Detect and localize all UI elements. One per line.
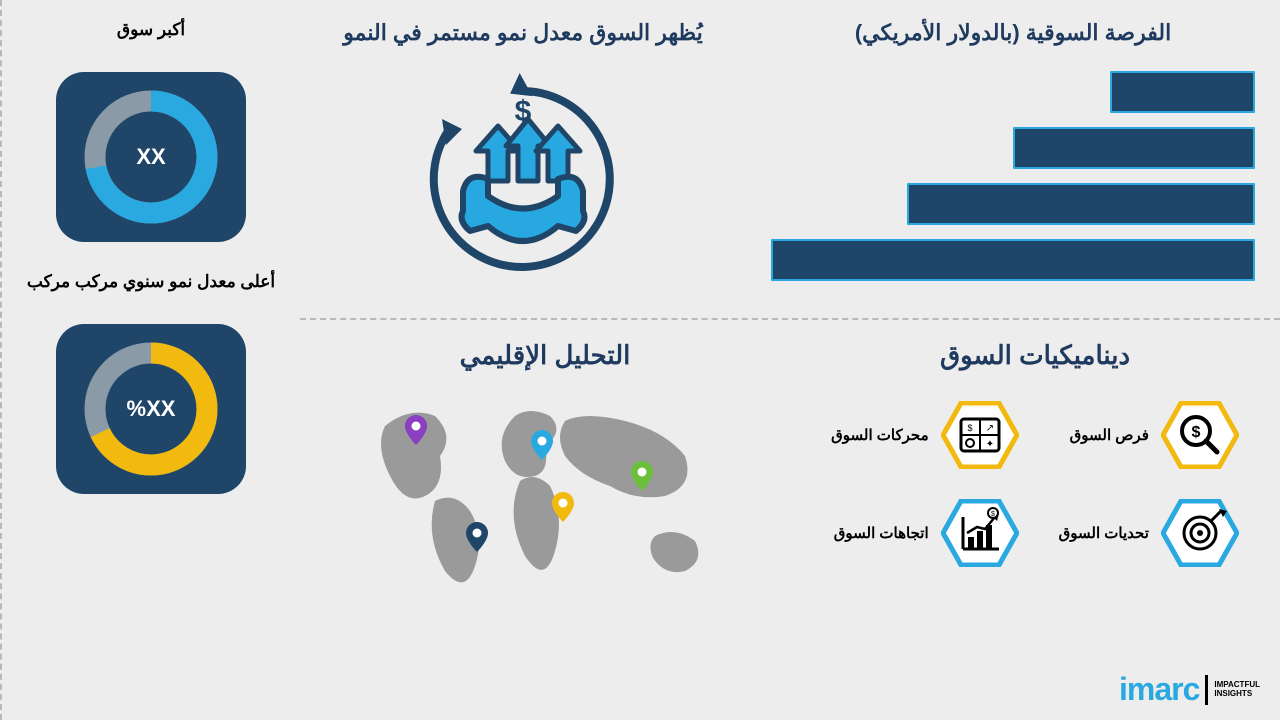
map-pin-icon: [466, 522, 488, 552]
largest-market-title: أكبر سوق: [117, 20, 185, 40]
dynamics-challenges-label: تحديات السوق: [1059, 524, 1149, 542]
dynamics-panel: ديناميكيات السوق $ فرص السوق: [790, 320, 1280, 720]
map-pin-icon: [631, 461, 653, 491]
dynamics-drivers-label: محركات السوق: [831, 426, 929, 444]
svg-text:$: $: [967, 423, 972, 433]
largest-market-tile: XX: [56, 72, 246, 242]
svg-text:↗: ↗: [985, 423, 993, 434]
map-pin-icon: [405, 415, 427, 445]
dynamics-drivers: $ ↗ ✦ محركات السوق: [831, 401, 1019, 469]
bar-segment: [1110, 71, 1255, 113]
dynamics-trends-label: اتجاهات السوق: [834, 524, 929, 542]
growth-icon: $: [408, 71, 638, 286]
regional-title: التحليل الإقليمي: [460, 340, 631, 371]
opportunity-bar-chart: [771, 61, 1255, 281]
dynamics-opportunities: $ فرص السوق: [1059, 401, 1239, 469]
dynamics-trends: $ اتجاهات السوق: [831, 499, 1019, 567]
dynamics-title: ديناميكيات السوق: [940, 340, 1130, 371]
logo-text: imarc: [1119, 671, 1199, 708]
logo-tagline: IMPACTFUL INSIGHTS: [1214, 681, 1260, 699]
bar-segment: [1013, 127, 1255, 169]
map-pin-icon: [531, 430, 553, 460]
magnifier-dollar-icon: $: [1161, 401, 1239, 469]
dynamics-challenges: تحديات السوق: [1059, 499, 1239, 567]
dynamics-opportunities-label: فرص السوق: [1070, 426, 1149, 444]
highest-cagr-value: XX%: [127, 396, 176, 422]
dashboard-icon: $ ↗ ✦: [941, 401, 1019, 469]
donut-chart-1: XX: [81, 87, 221, 227]
highest-cagr-tile: XX%: [56, 324, 246, 494]
donut-chart-2: XX%: [81, 339, 221, 479]
opportunity-panel: الفرصة السوقية (بالدولار الأمريكي): [746, 0, 1280, 318]
target-icon: [1161, 499, 1239, 567]
top-row: الفرصة السوقية (بالدولار الأمريكي) يُظهر…: [300, 0, 1280, 320]
world-map: [365, 386, 725, 606]
page-root: الفرصة السوقية (بالدولار الأمريكي) يُظهر…: [0, 0, 1280, 720]
dynamics-grid: $ فرص السوق: [831, 401, 1239, 567]
map-pin-icon: [552, 492, 574, 522]
trend-chart-icon: $: [941, 499, 1019, 567]
logo-divider: [1205, 675, 1208, 705]
highest-cagr-title: أعلى معدل نمو سنوي مركب مركب: [27, 272, 275, 292]
bar-segment: [907, 183, 1255, 225]
left-column: الفرصة السوقية (بالدولار الأمريكي) يُظهر…: [300, 0, 1280, 720]
opportunity-title: الفرصة السوقية (بالدولار الأمريكي): [855, 20, 1171, 46]
bottom-row: ديناميكيات السوق $ فرص السوق: [300, 320, 1280, 720]
growth-title: يُظهر السوق معدل نمو مستمر في النمو: [343, 20, 702, 46]
svg-text:$: $: [991, 511, 995, 518]
largest-market-value: XX: [136, 144, 165, 170]
right-column: أكبر سوق XX أعلى معدل نمو سنوي مركب مركب…: [0, 0, 300, 720]
svg-text:✦: ✦: [985, 439, 993, 450]
growth-panel: يُظهر السوق معدل نمو مستمر في النمو $: [300, 0, 746, 318]
regional-panel: التحليل الإقليمي: [300, 320, 790, 720]
brand-logo: imarc IMPACTFUL INSIGHTS: [1119, 671, 1260, 708]
svg-text:$: $: [1191, 424, 1200, 441]
bar-segment: [771, 239, 1255, 281]
